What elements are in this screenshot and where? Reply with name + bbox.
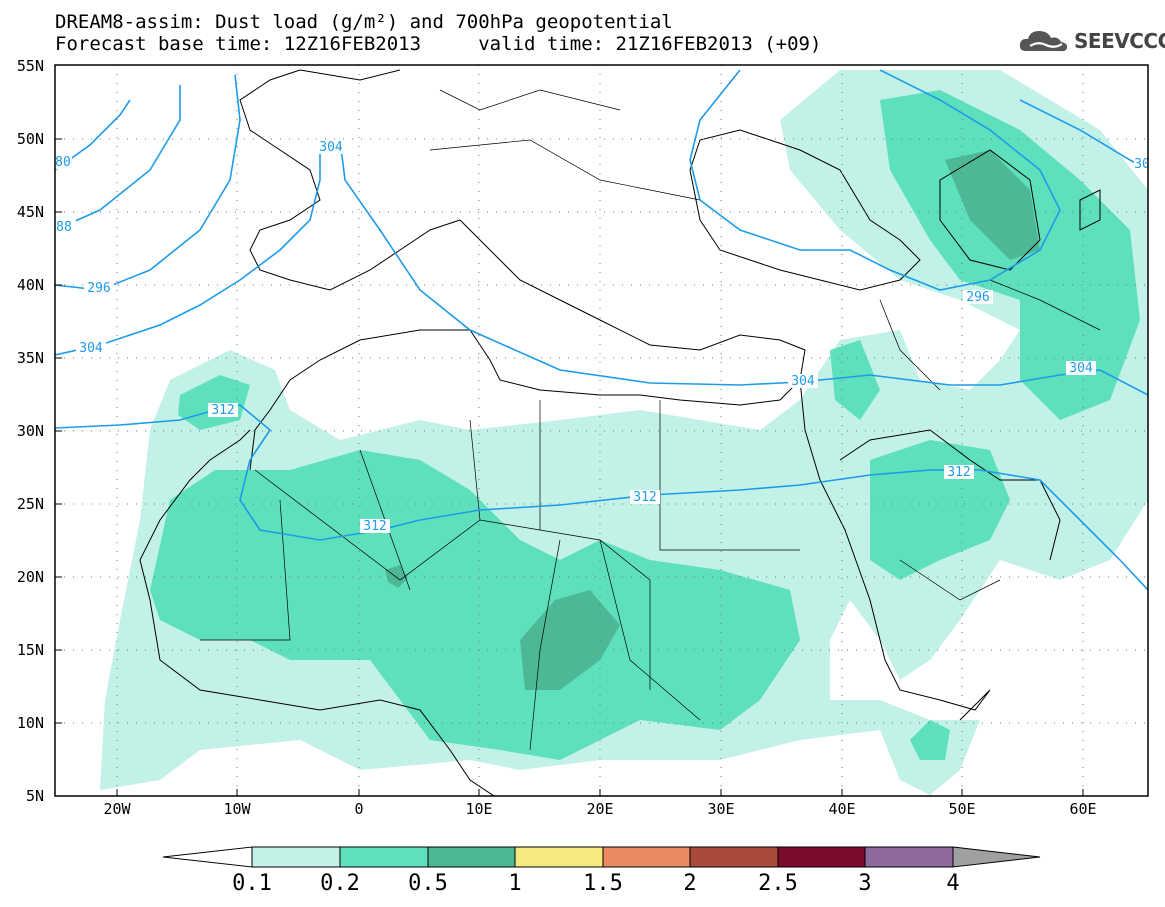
- map-title: DREAM8-assim: Dust load (g/m²) and 700hP…: [55, 11, 673, 33]
- lat-label: 15N: [16, 641, 44, 659]
- lat-label: 45N: [16, 203, 44, 221]
- svg-text:312: 312: [633, 490, 656, 505]
- axis-ticks: [55, 138, 1084, 796]
- country-borders: [200, 89, 1101, 751]
- svg-text:304: 304: [791, 374, 815, 389]
- colorbar-high-arrow: [952, 846, 1041, 868]
- colorbar-low-arrow: [162, 846, 253, 868]
- colorbar-label: 0.1: [232, 871, 272, 896]
- lat-label: 25N: [16, 495, 44, 513]
- lon-label: 60E: [1069, 800, 1097, 818]
- contour-labels: 80 88 296 304 312 304 312 312 304 296 30…: [55, 140, 1150, 534]
- colorbar-segment: [864, 846, 954, 868]
- svg-text:80: 80: [55, 155, 71, 170]
- lon-label: 0: [354, 800, 364, 818]
- colorbar-segment: [689, 846, 779, 868]
- lat-label: 5N: [25, 787, 44, 805]
- colorbar-label: 1: [508, 871, 522, 896]
- lon-label: 10W: [223, 800, 251, 818]
- colorbar-label: 2: [683, 871, 697, 896]
- lat-label: 30N: [16, 422, 44, 440]
- svg-text:88: 88: [56, 220, 72, 235]
- svg-text:304: 304: [319, 140, 343, 155]
- colorbar-label: 1.5: [583, 871, 623, 896]
- lat-label: 20N: [16, 568, 44, 586]
- svg-text:296: 296: [966, 290, 989, 305]
- lon-label: 30E: [707, 800, 735, 818]
- svg-text:296: 296: [87, 281, 110, 296]
- lon-label: 20E: [586, 800, 614, 818]
- lat-label: 55N: [16, 57, 44, 75]
- colorbar-segment: [514, 846, 604, 868]
- colorbar-segment: [602, 846, 691, 868]
- svg-text:312: 312: [211, 403, 234, 418]
- colorbar-label: 3: [858, 871, 872, 896]
- colorbar-segment: [777, 846, 866, 868]
- colorbar-label: 0.2: [320, 871, 360, 896]
- colorbar: [162, 846, 1041, 868]
- dust-shading-0-5: [385, 150, 1040, 690]
- lon-label: 20W: [103, 800, 131, 818]
- forecast-time-line: Forecast base time: 12Z16FEB2013 valid t…: [55, 33, 822, 55]
- lat-label: 50N: [16, 130, 44, 148]
- logo-text: SEEVCCC: [1074, 29, 1165, 53]
- lon-label: 40E: [828, 800, 856, 818]
- svg-text:312: 312: [947, 465, 970, 480]
- svg-text:304: 304: [79, 341, 103, 356]
- svg-text:312: 312: [363, 519, 386, 534]
- lat-label: 40N: [16, 276, 44, 294]
- colorbar-label: 4: [946, 871, 960, 896]
- seevccc-logo: SEEVCCC: [1018, 26, 1165, 56]
- colorbar-label: 2.5: [758, 871, 798, 896]
- svg-text:30: 30: [1134, 157, 1150, 172]
- colorbar-label: 0.5: [408, 871, 448, 896]
- colorbar-segment: [339, 846, 429, 868]
- lon-label: 10E: [465, 800, 493, 818]
- svg-text:304: 304: [1069, 361, 1093, 376]
- colorbar-segment: [427, 846, 516, 868]
- cloud-logo-icon: [1019, 31, 1068, 52]
- lat-label: 35N: [16, 349, 44, 367]
- lat-label: 10N: [16, 714, 44, 732]
- colorbar-segment: [251, 846, 341, 868]
- lon-label: 50E: [948, 800, 976, 818]
